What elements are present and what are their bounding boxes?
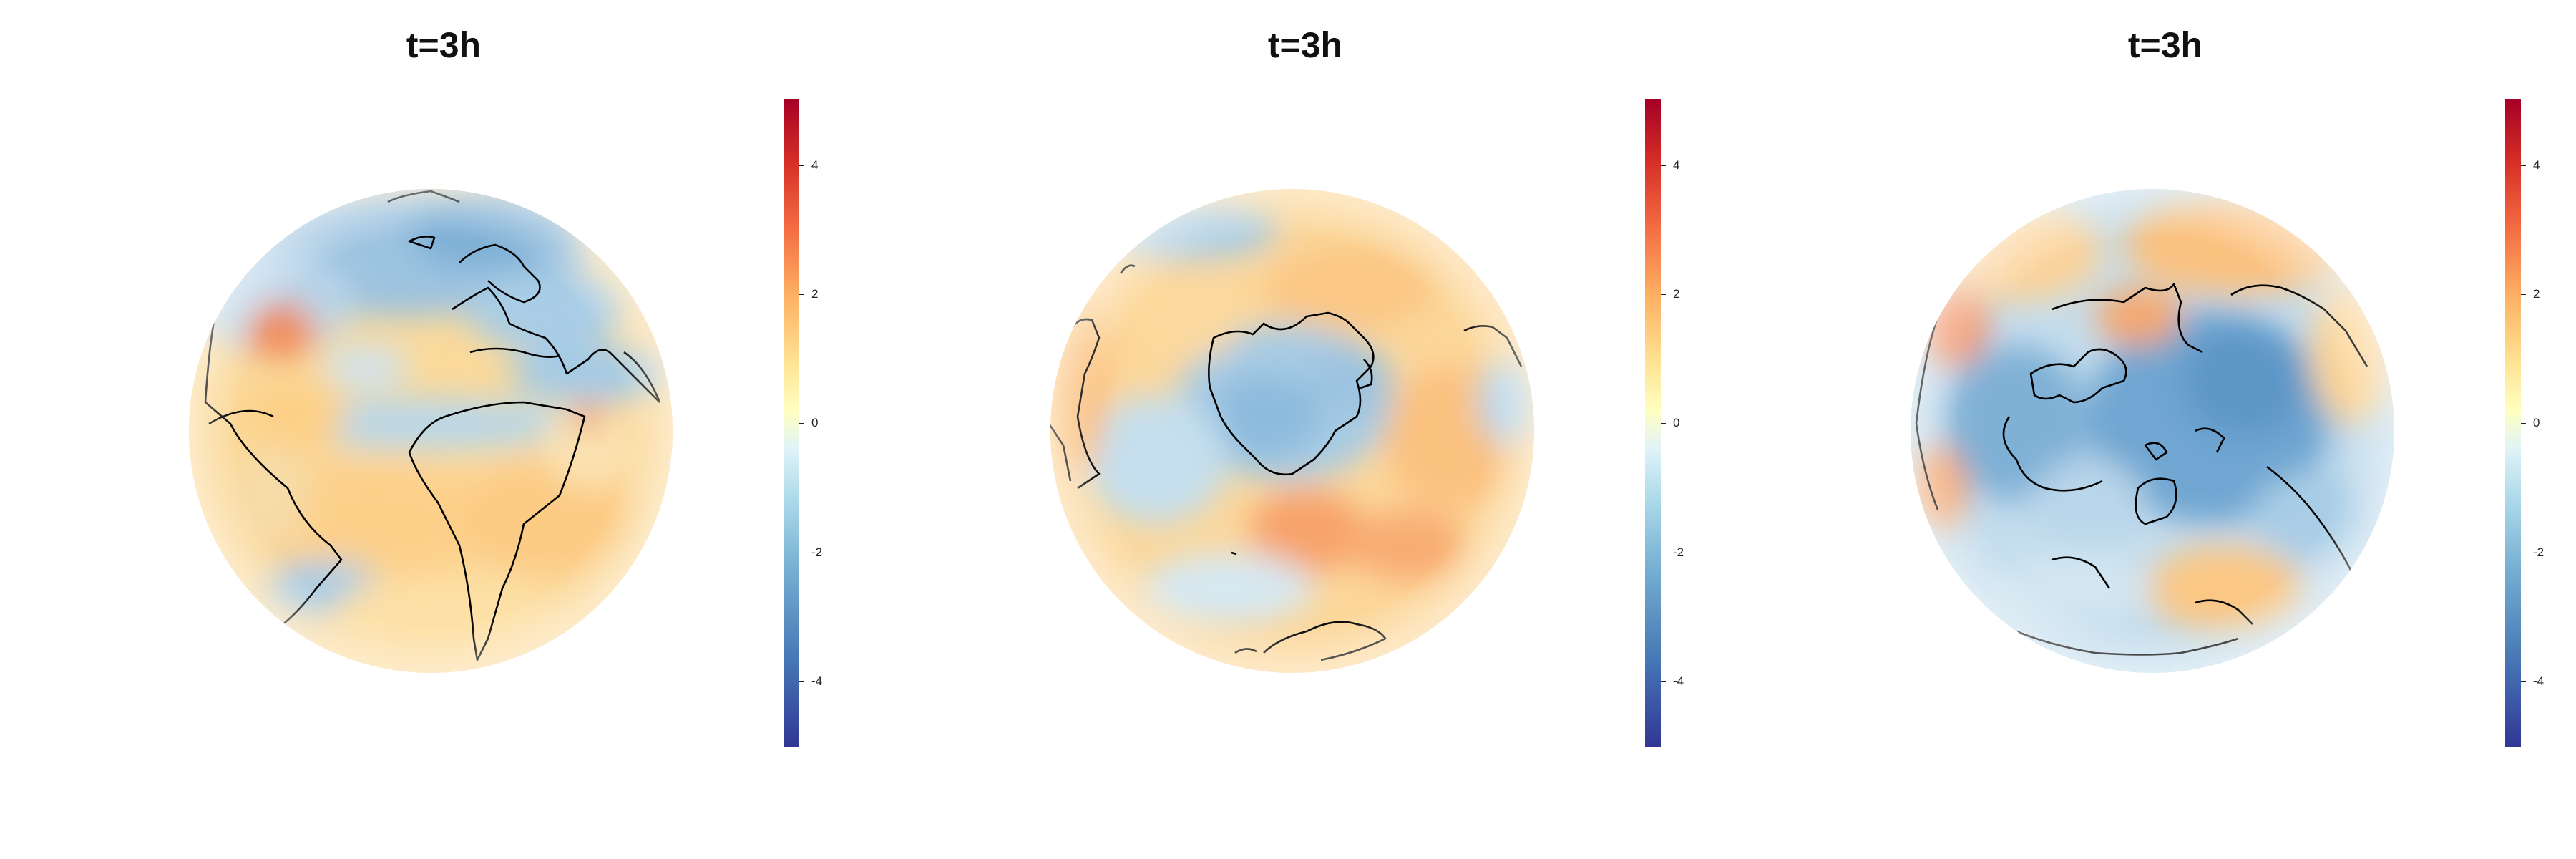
colorbar-tick: [1661, 165, 1666, 166]
colorbar-tick-label: -4: [2533, 674, 2545, 688]
colorbar-tick-label: -4: [1673, 674, 1684, 688]
colorbar-tick: [2521, 423, 2526, 424]
colorbar-tick-label: -4: [811, 674, 823, 688]
colorbar-tick: [2521, 681, 2526, 682]
colorbar-tick: [2521, 294, 2526, 295]
colorbar-tick: [799, 423, 804, 424]
colorbar-tick-label: -2: [1673, 545, 1684, 559]
colorbar-tick-label: -2: [811, 545, 823, 559]
colorbar-tick-label: 0: [1673, 416, 1680, 430]
colorbar-tick-label: 4: [2533, 158, 2540, 172]
globe-map: [189, 189, 673, 673]
colorbar-tick: [2521, 165, 2526, 166]
colorbar-tick: [1661, 294, 1666, 295]
colorbar-tick-label: 2: [2533, 287, 2540, 301]
globe-map: [1911, 189, 2394, 673]
colorbar-tick-label: 4: [1673, 158, 1680, 172]
panel-title: t=3h: [406, 25, 482, 65]
panel-title: t=3h: [2127, 25, 2203, 65]
panel-2: t=3h: [862, 0, 1720, 859]
panel-title: t=3h: [1267, 25, 1343, 65]
colorbar: [1645, 99, 1661, 747]
colorbar-tick: [1661, 681, 1666, 682]
colorbar-tick: [799, 294, 804, 295]
colorbar-tick-label: -2: [2533, 545, 2545, 559]
colorbar-tick-label: 2: [811, 287, 819, 301]
colorbar: [784, 99, 799, 747]
colorbar-tick-label: 0: [2533, 416, 2540, 430]
colorbar-tick-label: 2: [1673, 287, 1680, 301]
panel-3: t=3h: [1722, 0, 2576, 859]
panel-1: t=3h: [0, 0, 859, 859]
colorbar-tick: [799, 681, 804, 682]
colorbar-tick-label: 0: [811, 416, 819, 430]
colorbar-tick-label: 4: [811, 158, 819, 172]
globe-map: [1050, 189, 1534, 673]
colorbar: [2505, 99, 2521, 747]
colorbar-tick: [799, 165, 804, 166]
colorbar-tick: [1661, 423, 1666, 424]
